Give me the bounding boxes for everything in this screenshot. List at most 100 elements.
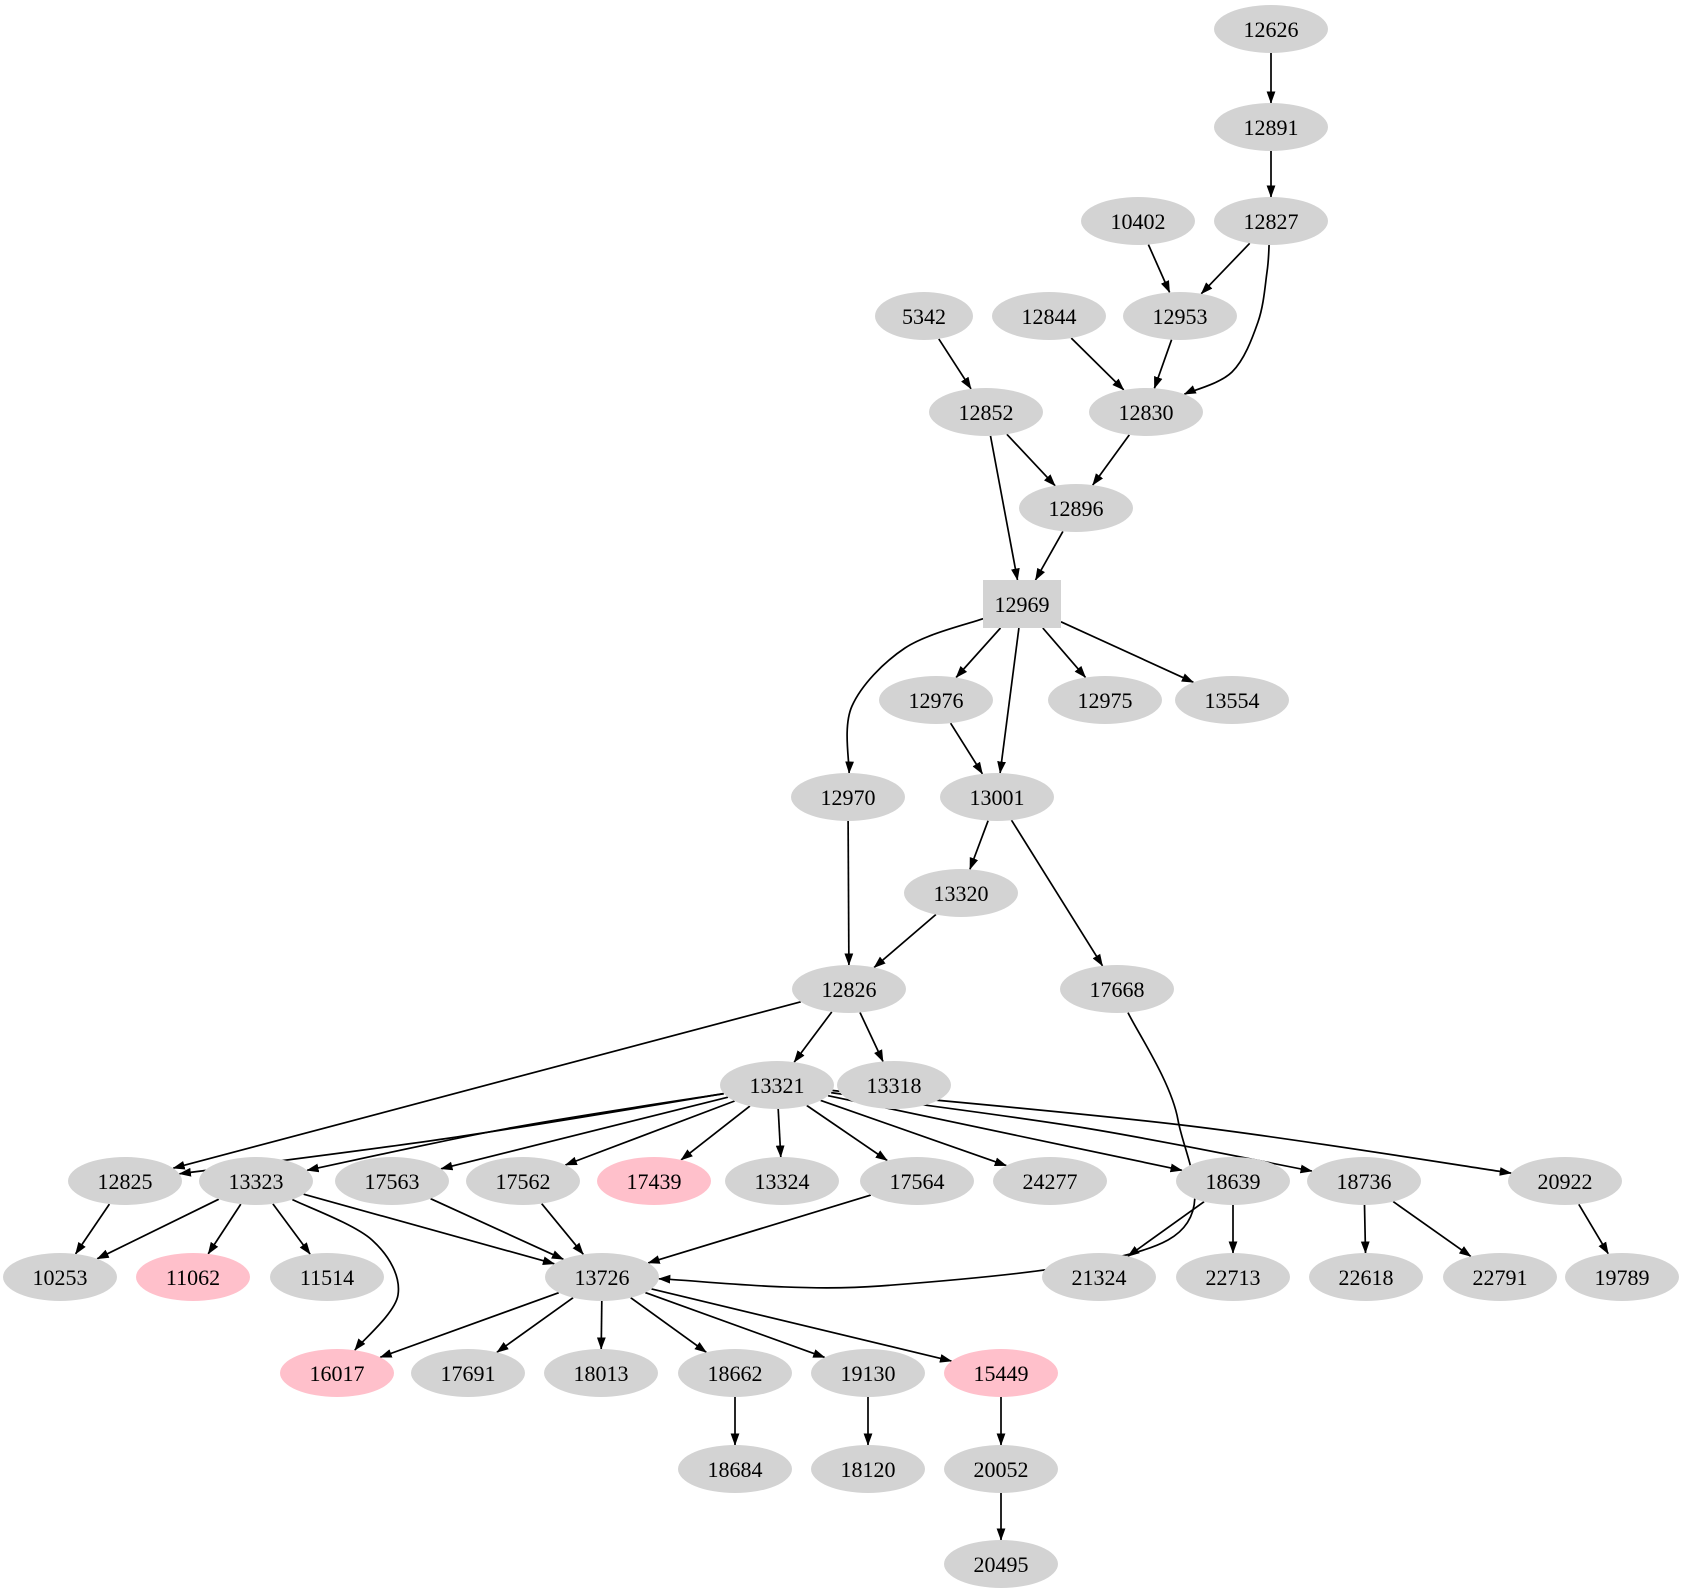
- node-ellipse-shape: [811, 1445, 925, 1493]
- graph-node-12825: 12825: [68, 1157, 182, 1205]
- edge-12844-12830: [1070, 337, 1125, 391]
- graph-node-17562: 17562: [466, 1157, 580, 1205]
- graph-node-12896: 12896: [1019, 484, 1133, 532]
- node-ellipse-shape: [944, 1540, 1058, 1588]
- node-ellipse-shape: [1042, 1253, 1156, 1301]
- edge-13321-13323: [306, 1092, 724, 1173]
- graph-node-17439: 17439: [597, 1157, 711, 1205]
- node-label: 12891: [1244, 115, 1299, 140]
- node-label: 12827: [1244, 209, 1299, 234]
- node-label: 12830: [1119, 400, 1174, 425]
- node-label: 10253: [33, 1265, 88, 1290]
- node-label: 12826: [822, 977, 877, 1002]
- edge-13001-17668: [1010, 819, 1104, 967]
- node-ellipse-shape: [1214, 197, 1328, 245]
- edge-13323-10253: [96, 1198, 220, 1260]
- node-ellipse-shape: [678, 1349, 792, 1397]
- graph-node-12975: 12975: [1048, 676, 1162, 724]
- graph-node-12844: 12844: [992, 292, 1106, 340]
- node-ellipse-shape: [725, 1157, 839, 1205]
- node-label: 21324: [1072, 1265, 1127, 1290]
- node-ellipse-shape: [136, 1253, 250, 1301]
- graph-node-17564: 17564: [860, 1157, 974, 1205]
- graph-node-16017: 16017: [280, 1349, 394, 1397]
- node-ellipse-shape: [544, 1349, 658, 1397]
- node-label: 12852: [959, 400, 1014, 425]
- graph-node-22618: 22618: [1309, 1253, 1423, 1301]
- graph-node-21324: 21324: [1042, 1253, 1156, 1301]
- node-label: 12976: [909, 688, 964, 713]
- node-label: 5342: [902, 304, 946, 329]
- edge-13726-17691: [496, 1297, 574, 1353]
- edge-13726-18662: [630, 1297, 707, 1353]
- node-ellipse-shape: [1214, 5, 1328, 53]
- edge-18639-21324: [1127, 1201, 1205, 1257]
- node-label: 22791: [1473, 1265, 1528, 1290]
- node-label: 11514: [300, 1265, 354, 1290]
- graph-node-20495: 20495: [944, 1540, 1058, 1588]
- node-label: 12825: [98, 1169, 153, 1194]
- node-label: 12975: [1078, 688, 1133, 713]
- node-label: 19789: [1595, 1265, 1650, 1290]
- edge-13320-12826: [873, 913, 937, 969]
- graph-node-10253: 10253: [3, 1253, 117, 1301]
- graph-nodes: 12626 12891 10402 12827 5342 12844 12953 12852 1…: [3, 5, 1679, 1588]
- graph-node-13726: 13726: [545, 1253, 659, 1301]
- graph-node-12953: 12953: [1123, 292, 1237, 340]
- node-label: 13554: [1205, 688, 1260, 713]
- node-label: 19130: [841, 1361, 896, 1386]
- node-ellipse-shape: [929, 388, 1043, 436]
- graph-node-12626: 12626: [1214, 5, 1328, 53]
- node-ellipse-shape: [199, 1157, 313, 1205]
- edge-12827-12953: [1200, 242, 1251, 295]
- graph-node-20052: 20052: [944, 1445, 1058, 1493]
- edge-12969-12975: [1042, 627, 1087, 678]
- graph-node-12826: 12826: [792, 965, 906, 1013]
- node-ellipse-shape: [811, 1349, 925, 1397]
- edge-12976-13001: [949, 722, 984, 775]
- node-ellipse-shape: [678, 1445, 792, 1493]
- node-label: 12844: [1022, 304, 1077, 329]
- node-ellipse-shape: [1019, 484, 1133, 532]
- node-label: 11062: [166, 1265, 220, 1290]
- graph-node-18684: 18684: [678, 1445, 792, 1493]
- node-ellipse-shape: [940, 773, 1054, 821]
- node-ellipse-shape: [993, 1157, 1107, 1205]
- node-label: 13324: [755, 1169, 810, 1194]
- node-label: 13320: [934, 881, 989, 906]
- graph-node-12970: 12970: [791, 773, 905, 821]
- edge-13323-13726: [303, 1193, 556, 1265]
- edge-12826-13318: [859, 1012, 884, 1063]
- node-label: 13321: [750, 1073, 805, 1098]
- node-label: 17691: [441, 1361, 496, 1386]
- edge-17668-13726: [658, 1012, 1196, 1289]
- node-ellipse-shape: [466, 1157, 580, 1205]
- node-ellipse-shape: [1307, 1157, 1421, 1205]
- graph-node-13318: 13318: [837, 1061, 951, 1109]
- node-label: 20052: [974, 1457, 1029, 1482]
- node-ellipse-shape: [545, 1253, 659, 1301]
- edge-20922-19789: [1578, 1203, 1609, 1255]
- edge-18736-22618: [1360, 1204, 1370, 1254]
- node-label: 17563: [365, 1169, 420, 1194]
- node-ellipse-shape: [720, 1061, 834, 1109]
- edge-12825-10253: [74, 1203, 111, 1255]
- edge-13323-11514: [272, 1203, 311, 1255]
- edge-12969-12976: [955, 627, 1002, 679]
- node-label: 18639: [1206, 1169, 1261, 1194]
- node-ellipse-shape: [944, 1349, 1058, 1397]
- graph-node-22713: 22713: [1176, 1253, 1290, 1301]
- graph-node-12830: 12830: [1089, 388, 1203, 436]
- node-ellipse-shape: [992, 292, 1106, 340]
- edge-13726-19130: [645, 1291, 826, 1359]
- node-label: 22618: [1339, 1265, 1394, 1290]
- node-ellipse-shape: [875, 292, 973, 340]
- edge-12852-12969: [989, 435, 1020, 581]
- edge-12969-13554: [1060, 621, 1195, 684]
- graph-node-5342: 5342: [875, 292, 973, 340]
- node-label: 17564: [890, 1169, 945, 1194]
- graph-node-10402: 10402: [1081, 197, 1195, 245]
- graph-node-12852: 12852: [929, 388, 1043, 436]
- edge-13726-15449: [651, 1288, 953, 1363]
